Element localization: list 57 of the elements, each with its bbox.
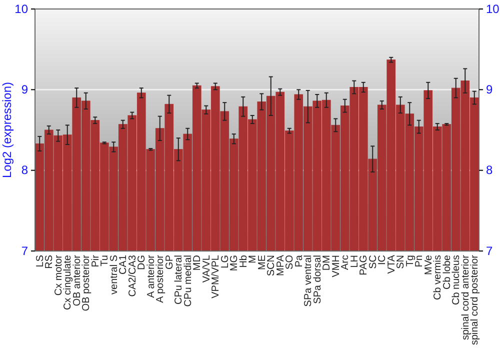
x-tick-label: ME xyxy=(256,254,268,270)
x-tick-label: spinal cord posterior xyxy=(470,254,481,346)
x-tick-label: SN xyxy=(396,255,407,269)
x-tick-label: Cb lobe xyxy=(442,254,453,290)
x-tick-label: CA2/CA3 xyxy=(127,254,138,297)
x-tick-label: Tg xyxy=(404,255,416,267)
x-tick-label: CPu medial xyxy=(182,255,194,307)
x-tick-label: GP xyxy=(164,254,176,270)
x-tick-label: PAG xyxy=(358,254,370,276)
x-tick-label: SC xyxy=(368,255,379,269)
y-tick-label: 8 xyxy=(21,163,28,178)
x-tick-label: IC xyxy=(377,255,388,265)
y-tick-label: 7 xyxy=(21,244,28,258)
y-tick-label: 10 xyxy=(14,2,28,16)
x-tick-label: Pa xyxy=(294,254,305,268)
x-tick-label: MVe xyxy=(423,254,434,276)
x-tick-label: A posterior xyxy=(155,254,166,303)
x-tick-label: Cx cingulate xyxy=(62,254,74,310)
x-tick-label: M xyxy=(248,255,259,264)
x-tick-label: VMH xyxy=(330,255,342,278)
x-tick-label: CPu lateral xyxy=(174,255,185,304)
x-tick-label: Hb xyxy=(238,254,250,268)
x-tick-label: VA/VL xyxy=(201,254,212,283)
x-tick-label: ventral S xyxy=(108,254,120,294)
y2-tick-label: 7 xyxy=(486,244,493,258)
x-tick-label: Cb nucleus xyxy=(451,255,462,306)
x-tick-label: Tu xyxy=(100,255,111,266)
x-tick-label: Pn xyxy=(414,255,426,268)
x-tick-label: SCN xyxy=(266,255,278,276)
x-tick-label: MG xyxy=(229,254,240,272)
x-tick-label: Cb vermis xyxy=(432,255,444,300)
x-tick-label: DG xyxy=(136,254,148,270)
x-tick-label: LG xyxy=(220,254,231,268)
x-tick-label: Pir xyxy=(90,254,102,268)
x-tick-label: MPA xyxy=(275,254,286,276)
x-tick-label: VPM/VPL xyxy=(210,254,222,298)
x-tick-label: DM xyxy=(322,255,333,271)
x-tick-label: OB posterior xyxy=(81,254,92,312)
y2-tick-label: 9 xyxy=(486,82,493,97)
x-tick-label: MD xyxy=(192,255,204,271)
y-axis-title: Log2 (expression) xyxy=(0,82,14,178)
y-tick-label: 9 xyxy=(21,82,28,97)
y2-tick-label: 8 xyxy=(486,163,493,178)
x-tick-label: Arc xyxy=(340,255,352,270)
x-tick-label: CA1 xyxy=(118,254,130,274)
x-tick-label: LH xyxy=(349,255,360,268)
x-tick-label: spinal cord anterior xyxy=(460,254,472,340)
x-tick-label: OB anterior xyxy=(72,254,83,306)
x-tick-label: SPa dorsal xyxy=(312,255,324,304)
x-tick-label: LS xyxy=(34,254,46,268)
x-tick-label: VTA xyxy=(386,254,398,274)
x-tick-label: RS xyxy=(44,254,56,269)
y2-tick-label: 10 xyxy=(486,2,500,16)
x-tick-label: Cx motor xyxy=(53,254,64,296)
x-tick-label: A anterior xyxy=(146,254,157,298)
x-tick-label: SPa ventral xyxy=(303,255,314,307)
x-tick-label: SO xyxy=(284,254,296,270)
